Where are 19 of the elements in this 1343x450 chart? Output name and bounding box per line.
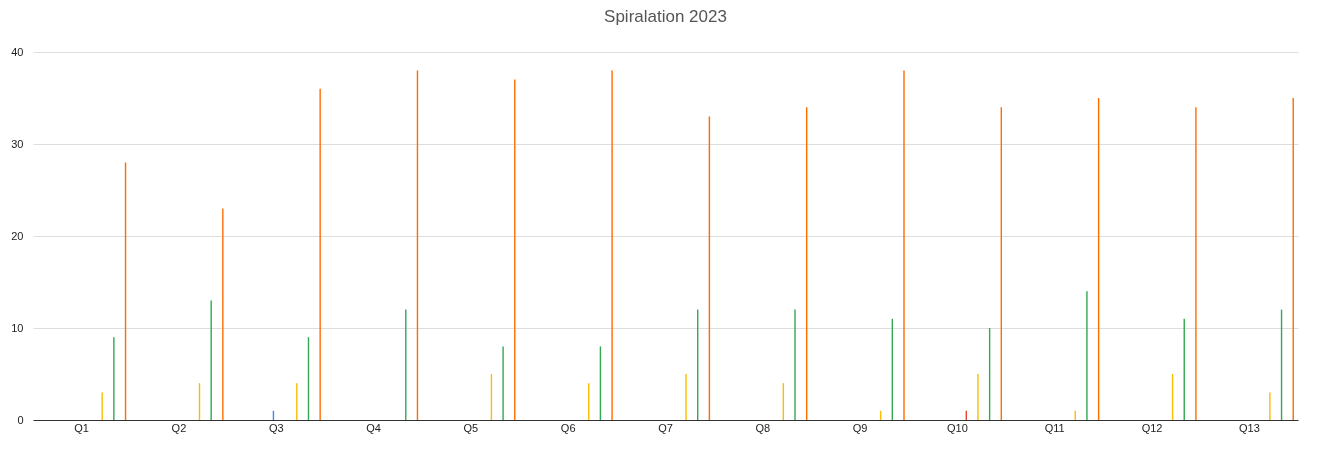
chart-title: Spiralation 2023 — [604, 7, 727, 26]
y-tick-label: 20 — [11, 229, 24, 242]
y-tick-label: 30 — [11, 137, 24, 150]
x-tick-label: Q13 — [1238, 421, 1260, 434]
x-tick-label: Q6 — [560, 421, 576, 434]
x-tick-label: Q5 — [463, 421, 479, 434]
x-tick-label: Q8 — [755, 421, 771, 434]
x-tick-label: Q11 — [1044, 421, 1065, 434]
y-tick-label: 0 — [17, 413, 24, 426]
x-tick-label: Q1 — [74, 421, 89, 434]
x-tick-label: Q12 — [1141, 421, 1163, 434]
x-tick-label: Q7 — [658, 421, 673, 434]
x-tick-label: Q9 — [852, 421, 868, 434]
x-tick-label: Q2 — [171, 421, 187, 434]
x-tick-label: Q10 — [947, 421, 968, 434]
x-tick-label: Q3 — [268, 421, 284, 434]
y-tick-label: 40 — [11, 45, 24, 58]
y-tick-label: 10 — [11, 321, 24, 334]
x-tick-label: Q4 — [366, 421, 381, 434]
